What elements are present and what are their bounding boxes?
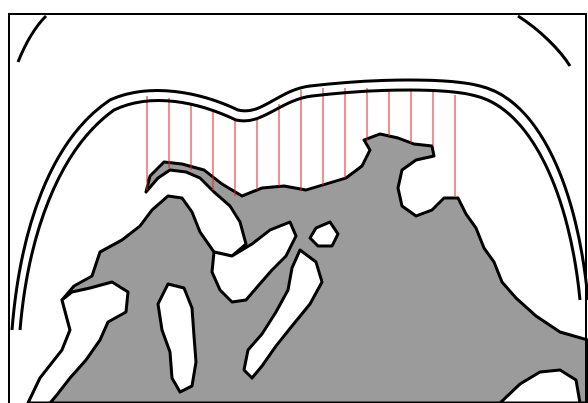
illustration — [0, 0, 588, 403]
page — [0, 0, 588, 403]
